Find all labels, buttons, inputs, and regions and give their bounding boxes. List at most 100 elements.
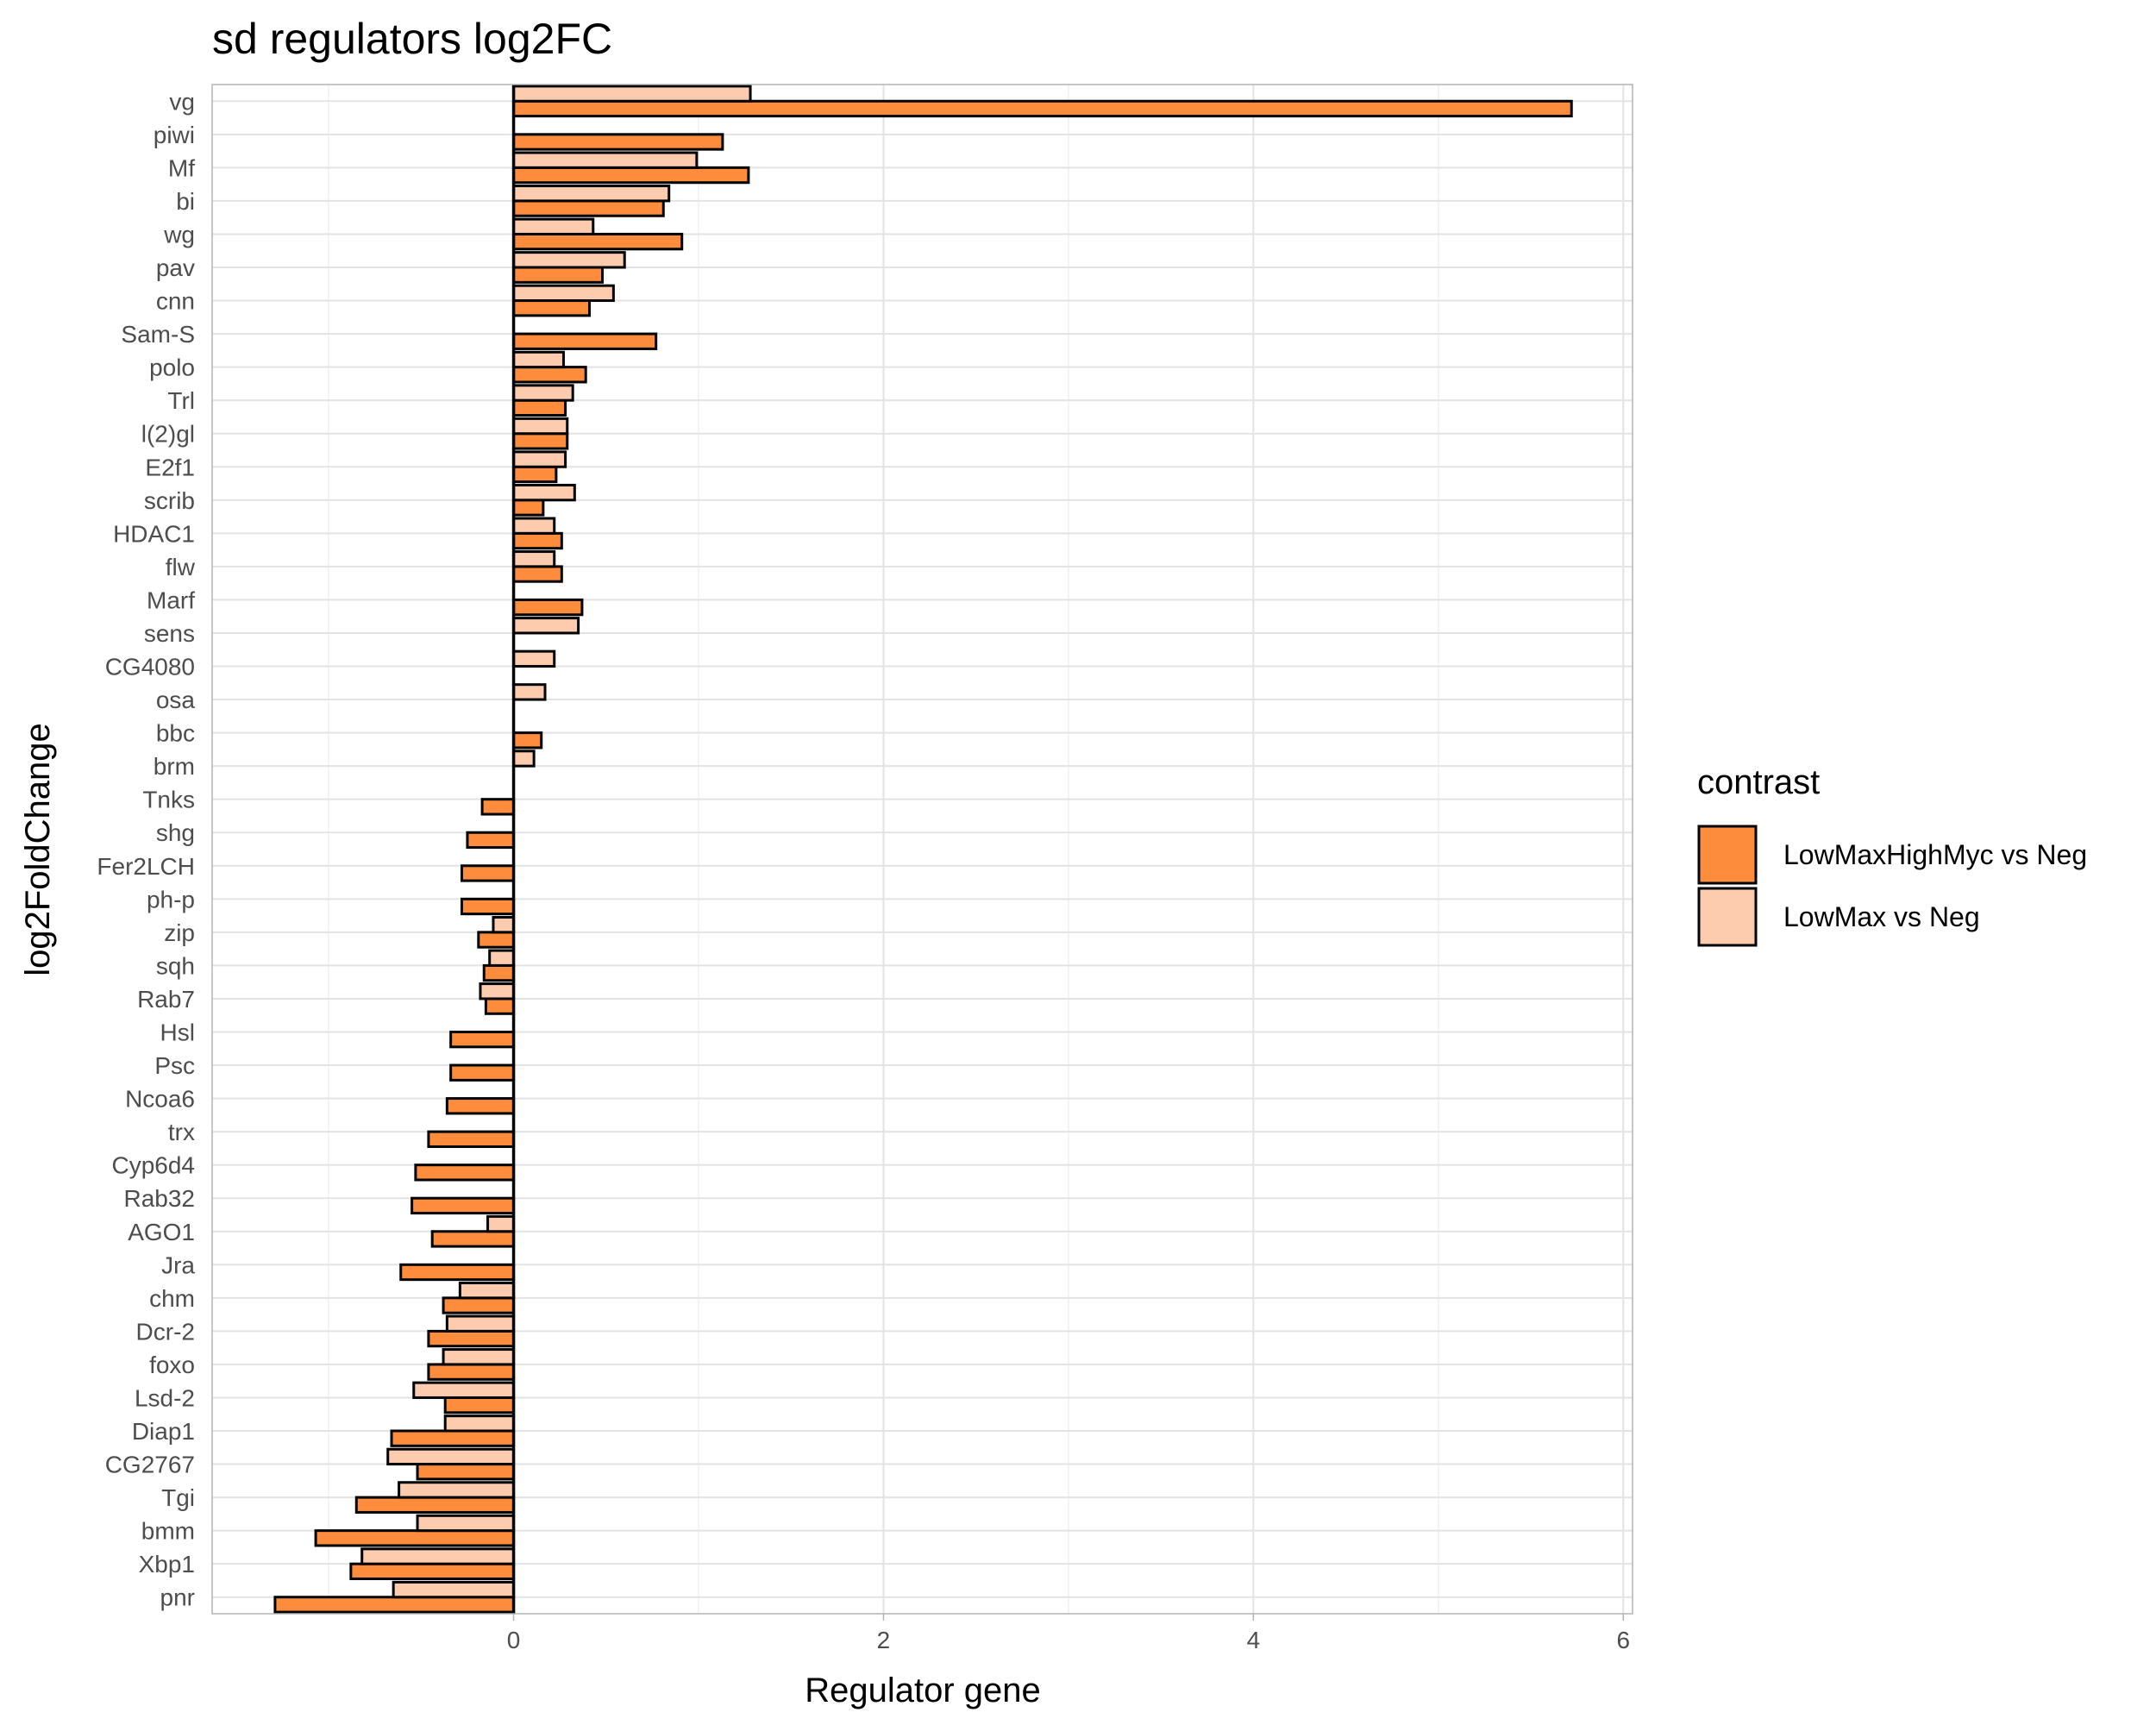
bar xyxy=(512,232,684,251)
y-axis-title: log2FoldChange xyxy=(19,723,57,976)
bar xyxy=(442,1348,516,1366)
y-tick-label: sqh xyxy=(156,952,195,979)
bar xyxy=(512,384,574,402)
y-tick-label: foxo xyxy=(149,1352,195,1378)
x-tick-label: 6 xyxy=(1616,1627,1630,1653)
x-axis-title: Regulator gene xyxy=(805,1672,1041,1709)
chart-title: sd regulators log2FC xyxy=(212,15,612,63)
bar xyxy=(480,798,516,816)
y-tick-label: Xbp1 xyxy=(139,1551,195,1578)
bar xyxy=(512,531,563,550)
y-tick-label: osa xyxy=(156,687,196,713)
y-tick-label: shg xyxy=(156,819,195,846)
bar xyxy=(512,565,563,583)
y-tick-label: Fer2LCH xyxy=(97,853,195,880)
bar xyxy=(392,1580,516,1599)
bar xyxy=(512,398,567,417)
bar xyxy=(512,350,565,369)
bar xyxy=(477,931,516,949)
y-tick-label: Tnks xyxy=(142,787,195,813)
bar xyxy=(449,1063,516,1082)
bar xyxy=(443,1396,516,1414)
bar xyxy=(445,1097,516,1115)
y-tick-label: polo xyxy=(149,354,195,381)
y-tick-label: bmm xyxy=(141,1518,195,1545)
bar xyxy=(512,284,615,303)
bar xyxy=(416,1514,516,1533)
bar xyxy=(512,217,595,235)
bar xyxy=(512,166,750,185)
bar xyxy=(512,99,1573,118)
y-tick-label: vg xyxy=(169,88,195,115)
bar xyxy=(512,683,547,701)
y-tick-label: pnr xyxy=(160,1584,195,1611)
bar xyxy=(512,366,587,384)
bar xyxy=(430,1230,516,1248)
legend-label: LowMaxHighMyc vs Neg xyxy=(1783,839,2087,870)
bar xyxy=(411,1196,516,1215)
y-tick-label: flw xyxy=(166,554,196,580)
bar xyxy=(512,731,543,750)
y-tick-label: trx xyxy=(168,1119,195,1145)
bar xyxy=(512,649,556,668)
y-tick-label: Jra xyxy=(161,1251,195,1278)
legend-items: LowMaxHighMyc vs Neg LowMax vs Neg xyxy=(1697,825,2087,947)
y-tick-label: Marf xyxy=(147,586,195,613)
bar xyxy=(360,1547,516,1565)
bar xyxy=(484,997,516,1015)
bar xyxy=(512,499,545,517)
y-tick-label: Diap1 xyxy=(132,1418,195,1445)
bar xyxy=(512,598,584,617)
y-tick-label: CG4080 xyxy=(105,654,195,681)
bar xyxy=(427,1363,516,1381)
bar xyxy=(512,251,626,269)
y-tick-label: chm xyxy=(149,1285,195,1312)
bar xyxy=(354,1496,516,1514)
y-tick-label: Rab7 xyxy=(137,986,195,1013)
y-tick-label: brm xyxy=(154,753,195,780)
bar xyxy=(399,1263,516,1282)
bar xyxy=(512,133,724,151)
bar xyxy=(386,1447,516,1466)
plot-border xyxy=(211,84,1633,1615)
x-tick-label: 4 xyxy=(1247,1627,1261,1653)
legend-key xyxy=(1697,887,1758,947)
bar xyxy=(512,517,556,535)
bar xyxy=(314,1529,516,1547)
y-tick-label: scrib xyxy=(144,487,195,514)
y-tick-label: Cyp6d4 xyxy=(111,1152,195,1179)
bar xyxy=(512,617,580,635)
bar xyxy=(461,864,516,882)
bar xyxy=(466,831,516,850)
bar xyxy=(512,550,556,568)
y-axis-tick-labels: vg piwi Mf bi wg pav cnn Sam-S polo Trl l(2)gl E2f1… xyxy=(97,88,195,1610)
bar xyxy=(416,1463,516,1481)
bar xyxy=(512,299,591,317)
y-tick-label: l(2)gl xyxy=(141,421,195,448)
y-tick-label: pav xyxy=(156,254,195,281)
bar xyxy=(512,332,658,350)
y-tick-label: Hsl xyxy=(160,1019,195,1045)
bar xyxy=(512,432,569,450)
bar-marks xyxy=(273,85,1573,1614)
y-tick-label: Dcr-2 xyxy=(136,1318,195,1345)
bar xyxy=(449,1030,516,1049)
bar xyxy=(512,465,558,484)
y-tick-label: cnn xyxy=(156,288,195,315)
bar xyxy=(414,1164,516,1182)
bar xyxy=(442,1296,516,1314)
bar xyxy=(512,151,699,169)
bar xyxy=(512,199,665,217)
bar xyxy=(492,916,516,934)
major-gridlines xyxy=(212,85,1633,1614)
y-tick-label: AGO1 xyxy=(128,1219,195,1245)
bar xyxy=(512,417,569,436)
bar xyxy=(273,1596,516,1614)
bar xyxy=(412,1381,516,1399)
bar xyxy=(461,897,516,916)
bar xyxy=(512,185,671,203)
bar xyxy=(512,85,752,103)
bar xyxy=(458,1281,516,1300)
bar xyxy=(349,1562,516,1581)
